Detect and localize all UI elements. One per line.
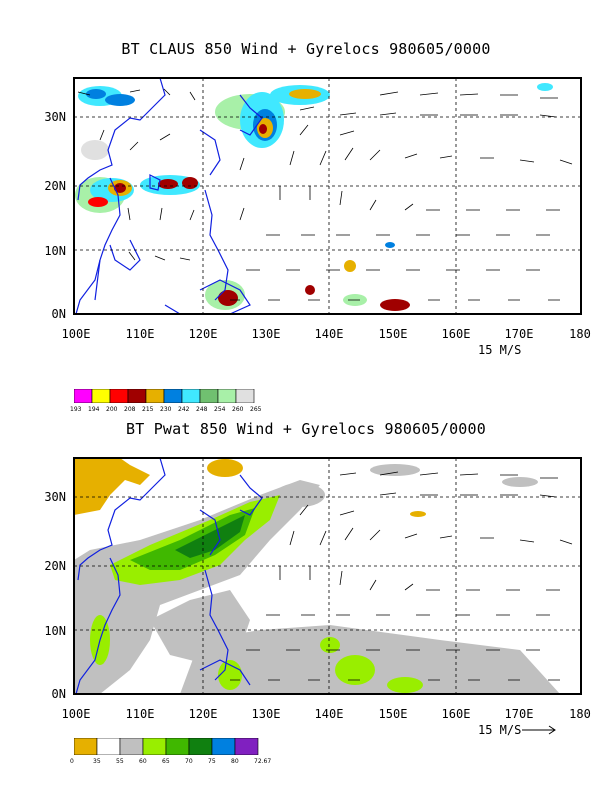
colorbar-label: 242 (178, 406, 190, 413)
colorbar-label: 208 (124, 406, 136, 413)
panel1-map (73, 77, 582, 315)
colorbar-swatch (234, 738, 259, 755)
panel1-lon-label: 160E (441, 327, 471, 341)
panel2-lat-label: 30N (44, 490, 66, 504)
colorbar-swatch (74, 738, 98, 755)
panel1-lon-label: 170E (504, 327, 534, 341)
colorbar-label: 200 (106, 406, 118, 413)
panel1-lon-label: 100E (61, 327, 91, 341)
colorbar-label: 193 (70, 406, 82, 413)
panel1-coastline (75, 77, 263, 315)
panel1-lon-label: 150E (378, 327, 408, 341)
panel2-scale-label: 15 M/S (478, 723, 522, 737)
panel2-grid (74, 458, 581, 694)
colorbar-label: 0 (70, 758, 74, 765)
colorbar-label: 230 (160, 406, 172, 413)
panel1-lon-label: 180 (569, 327, 591, 341)
panel2-colorbar: 0 35 55 60 65 70 75 80 72.67 (70, 738, 274, 768)
panel1-lon-label: 120E (188, 327, 218, 341)
colorbar-label: 194 (88, 406, 100, 413)
colorbar-swatch (199, 389, 219, 403)
colorbar-label: 265 (250, 406, 262, 413)
panel2-lon-label: 130E (251, 707, 281, 721)
colorbar-label: 75 (208, 758, 216, 765)
colorbar-label: 254 (214, 406, 226, 413)
panel2-pwat-shading (74, 458, 560, 694)
panel1-cloud-shading (75, 83, 553, 311)
panel2-lat-label: 10N (44, 624, 66, 638)
colorbar-swatch (217, 389, 237, 403)
colorbar-swatch (211, 738, 236, 755)
panel2-lon-label: 160E (441, 707, 471, 721)
colorbar-swatch (188, 738, 213, 755)
panel1-lon-label: 130E (251, 327, 281, 341)
panel1-scale-label: 15 M/S (478, 343, 522, 357)
colorbar-swatch (163, 389, 183, 403)
colorbar-swatch (145, 389, 165, 403)
colorbar-label: 60 (139, 758, 147, 765)
panel2-coastline (75, 457, 263, 695)
colorbar-label: 70 (185, 758, 193, 765)
panel2-lon-label: 140E (314, 707, 344, 721)
panel2-lon-label: 110E (125, 707, 155, 721)
panel2-lat-label: 0N (51, 687, 66, 701)
colorbar-label: 248 (196, 406, 208, 413)
colorbar-swatch (91, 389, 111, 403)
panel1-title: BT CLAUS 850 Wind + Gyrelocs 980605/0000 (121, 40, 491, 58)
colorbar-swatch (181, 389, 201, 403)
panel1-lat-label: 10N (44, 244, 66, 258)
panel2-lon-label: 150E (378, 707, 408, 721)
panel2-lon-label: 170E (504, 707, 534, 721)
panel1-lat-label: 0N (51, 307, 66, 321)
panel2-lon-label: 180 (569, 707, 591, 721)
colorbar-label: 72.67 (254, 758, 272, 765)
colorbar-swatch (109, 389, 129, 403)
panel2-scale-arrow (522, 725, 556, 735)
panel1-lon-label: 110E (125, 327, 155, 341)
panel1-lat-label: 30N (44, 110, 66, 124)
panel2-lon-label: 120E (188, 707, 218, 721)
colorbar-label: 65 (162, 758, 170, 765)
panel1-lon-label: 140E (314, 327, 344, 341)
colorbar-swatch (96, 738, 121, 755)
colorbar-swatch (127, 389, 147, 403)
panel2-lon-label: 100E (61, 707, 91, 721)
panel2-title: BT Pwat 850 Wind + Gyrelocs 980605/0000 (126, 420, 486, 438)
colorbar-swatch (142, 738, 167, 755)
panel2-lat-label: 20N (44, 559, 66, 573)
colorbar-swatch (119, 738, 144, 755)
colorbar-swatch (74, 389, 93, 403)
colorbar-label: 55 (116, 758, 124, 765)
panel1-grid (74, 78, 581, 314)
panel1-wind-vectors (77, 88, 573, 301)
colorbar-label: 260 (232, 406, 244, 413)
panel2-map (73, 457, 582, 735)
panel1-lat-label: 20N (44, 179, 66, 193)
colorbar-swatch (235, 389, 255, 403)
panel2-wind-vectors (230, 471, 573, 681)
colorbar-label: 80 (231, 758, 239, 765)
colorbar-label: 215 (142, 406, 154, 413)
colorbar-label: 35 (93, 758, 101, 765)
colorbar-swatch (165, 738, 190, 755)
panel1-colorbar: 193 194 200 208 215 230 242 248 254 260 265 (70, 389, 262, 413)
